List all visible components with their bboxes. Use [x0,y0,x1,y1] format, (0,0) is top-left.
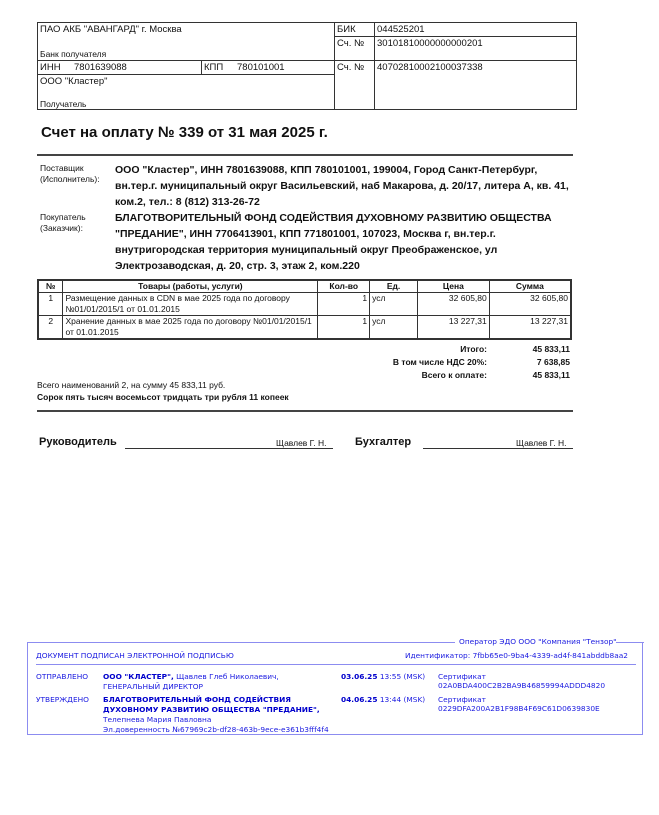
corr-account-value: 30101810000000000201 [377,38,483,49]
recipient-name: ООО "Кластер" [40,76,108,87]
supplier-details: ООО "Кластер", ИНН 7801639088, КПП 78010… [115,164,569,208]
bank-label: Банк получателя [40,49,107,59]
buyer-label: Покупатель (Заказчик): [40,212,86,233]
approved-signer: БЛАГОТВОРИТЕЛЬНЫЙ ФОНД СОДЕЙСТВИЯ ДУХОВН… [103,695,329,735]
approved-status: УТВЕРЖДЕНО [36,695,89,704]
accountant-name: Щавлев Г. Н. [516,438,567,448]
col-goods: Товары (работы, услуги) [62,279,319,293]
sent-signer: ООО "КЛАСТЕР", Щавлев Глеб Николаевич, Г… [103,672,333,692]
amount-in-words: Сорок пять тысяч восемьсот тридцать три … [37,392,289,402]
approved-poa: Эл.доверенность №67969c2b-df28-463b-9ece… [103,725,329,734]
approved-org: БЛАГОТВОРИТЕЛЬНЫЙ ФОНД СОДЕЙСТВИЯ ДУХОВН… [103,695,320,714]
col-price: Цена [416,279,490,293]
approved-time: 13:44 (MSK) [379,695,426,704]
row-price: 32 605,80 [416,292,490,316]
sent-certificate: Сертификат 02A0BDA400C2B2BA9B46859994ADD… [438,672,606,690]
account-label: Сч. № [337,62,365,73]
totals-values: 45 833,11 7 638,85 45 833,11 [533,343,570,382]
divider [37,154,573,156]
accountant-signature-label: Бухгалтер [355,436,412,448]
kpp-label: КПП [204,62,224,73]
bank-name: ПАО АКБ "АВАНГАРД" г. Москва [40,24,182,35]
edo-identifier: Идентификатор: 7fbb65e0-9ba4-4339-ad4f-8… [404,651,628,660]
row-quantity: 1 [317,315,371,340]
row-unit: усл [369,292,418,316]
sent-datetime: 03.06.25 13:55 (MSK) [341,672,425,681]
row-sum: 32 605,80 [488,292,572,316]
head-signature-line [125,448,333,449]
row-number: 1 [37,292,64,316]
items-summary: Всего наименований 2, на сумму 45 833,11… [37,380,226,390]
col-sum: Сумма [488,279,572,293]
row-quantity: 1 [317,292,371,316]
col-quantity: Кол-во [317,279,371,293]
row-number: 2 [37,315,64,340]
items-table: № Товары (работы, услуги) Кол-во Ед. Цен… [37,279,572,340]
due-value: 45 833,11 [532,370,570,380]
supplier-label: Поставщик (Исполнитель): [40,163,100,184]
head-name: Щавлев Г. Н. [276,438,327,448]
divider [37,410,573,412]
stamp-separator [36,664,636,665]
stamp-border-top [616,642,644,643]
recipient-label: Получатель [40,99,87,109]
invoice-title: Счет на оплату № 339 от 31 мая 2025 г. [41,124,328,141]
account-value: 40702810002100037338 [377,62,483,73]
accountant-signature-line [423,448,573,449]
sent-time: 13:55 (MSK) [379,672,426,681]
bik-value: 044525201 [377,24,425,35]
inn-value: 7801639088 [74,62,127,73]
stamp-border-top [27,642,455,643]
bank-details-table: ПАО АКБ "АВАНГАРД" г. Москва Банк получа… [37,22,577,110]
totals-labels: Итого: В том числе НДС 20%: Всего к опла… [393,343,487,382]
inn-label: ИНН [40,62,61,73]
approved-date: 04.06.25 [341,695,378,704]
sent-date: 03.06.25 [341,672,378,681]
head-signature-label: Руководитель [39,436,117,448]
approved-person: Телепнева Мария Павловна [103,715,212,724]
corr-account-label: Сч. № [337,38,365,49]
kpp-value: 780101001 [237,62,285,73]
row-description: Хранение данных в мае 2025 года по догов… [62,315,319,340]
buyer-details: БЛАГОТВОРИТЕЛЬНЫЙ ФОНД СОДЕЙСТВИЯ ДУХОВН… [115,212,552,272]
vat-value: 7 638,85 [536,357,570,367]
sent-org: ООО "КЛАСТЕР", [103,672,174,681]
sent-person: Щавлев Глеб Николаевич, ГЕНЕРАЛЬНЫЙ ДИРЕ… [103,672,279,691]
row-price: 13 227,31 [416,315,490,340]
edo-operator: Оператор ЭДО ООО "Компания "Тензор" [459,637,617,646]
vat-label: В том числе НДС 20%: [392,357,487,367]
row-unit: усл [369,315,418,340]
table-header: № Товары (работы, услуги) Кол-во Ед. Цен… [37,279,572,293]
sent-status: ОТПРАВЛЕНО [36,672,89,681]
bik-label: БИК [337,24,356,35]
total-label: Итого: [460,344,487,354]
approved-datetime: 04.06.25 13:44 (MSK) [341,695,425,704]
col-unit: Ед. [369,279,418,293]
approved-certificate: Сертификат 0229DFA200A2B1F98B4F69C61D063… [438,695,600,713]
row-description: Размещение данных в CDN в мае 2025 года … [62,292,319,316]
edo-heading: ДОКУМЕНТ ПОДПИСАН ЭЛЕКТРОННОЙ ПОДПИСЬЮ [36,651,234,660]
due-label: Всего к оплате: [421,370,487,380]
table-row: 1 Размещение данных в CDN в мае 2025 год… [37,292,572,316]
total-value: 45 833,11 [532,344,570,354]
table-row: 2 Хранение данных в мае 2025 года по дог… [37,315,572,340]
col-number: № [37,279,64,293]
row-sum: 13 227,31 [488,315,572,340]
edo-signature-stamp: Оператор ЭДО ООО "Компания "Тензор" ДОКУ… [27,637,644,735]
